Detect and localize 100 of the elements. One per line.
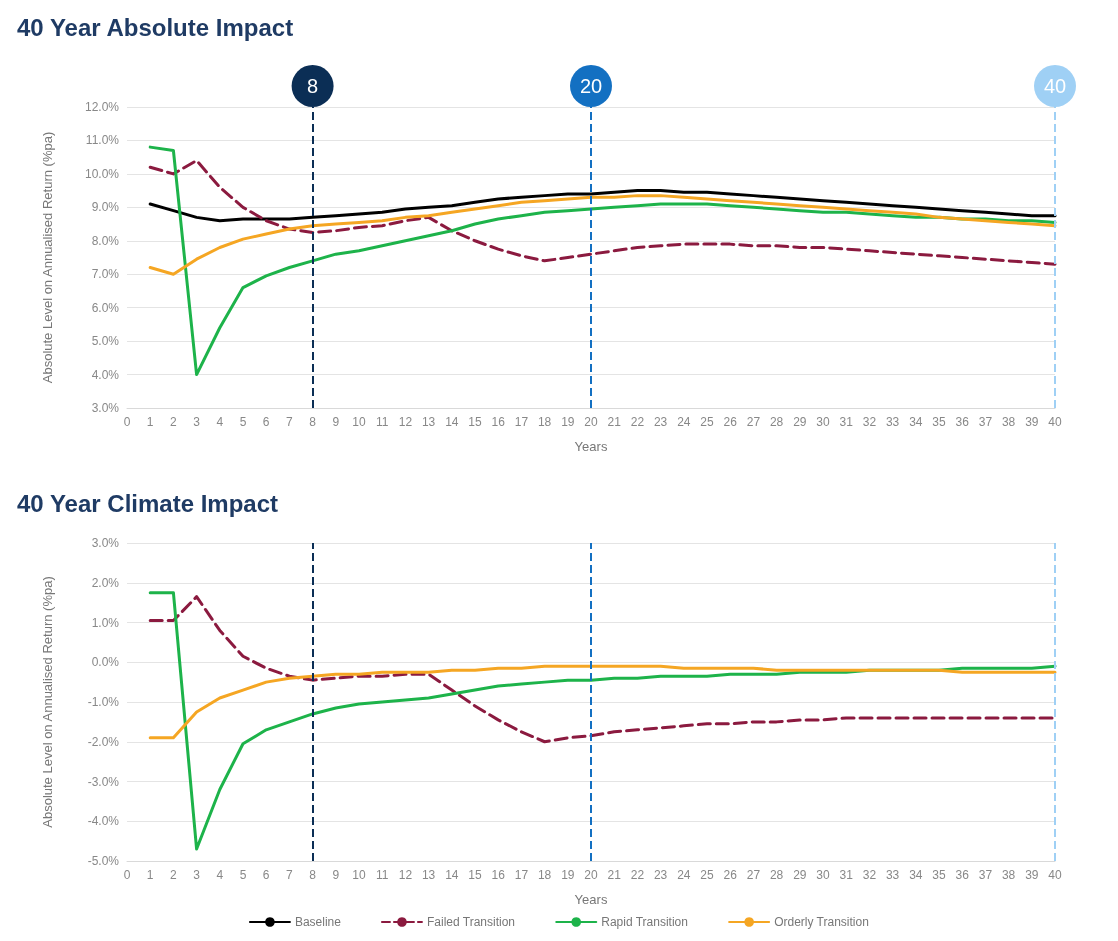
x-tick-label: 27: [746, 868, 761, 882]
x-tick-label: 22: [630, 868, 645, 882]
x-tick-label: 3: [193, 868, 201, 882]
x-tick-label: 38: [1001, 415, 1016, 429]
x-tick-label: 0: [123, 415, 131, 429]
x-tick-label: 23: [653, 868, 668, 882]
y-tick-label: 2.0%: [91, 575, 120, 590]
x-tick-label: 11: [375, 415, 389, 429]
x-tick-label: 4: [216, 868, 224, 882]
x-tick-label: 30: [816, 415, 830, 429]
y-tick-label: 11.0%: [85, 133, 120, 148]
x-tick-label: 19: [561, 415, 575, 429]
x-tick-label: 0: [123, 868, 131, 882]
x-tick-label: 13: [421, 415, 436, 429]
x-tick-label: 9: [332, 415, 340, 429]
x-tick-label: 18: [537, 415, 552, 429]
x-tick-label: 39: [1025, 868, 1039, 882]
x-tick-label: 28: [769, 868, 784, 882]
y-tick-label: -1.0%: [87, 695, 120, 709]
ref-line-label: 8: [307, 75, 319, 97]
legend-label: Orderly Transition: [774, 915, 869, 929]
x-tick-label: 29: [793, 868, 807, 882]
x-tick-label: 22: [630, 415, 645, 429]
x-tick-label: 24: [677, 868, 691, 882]
x-tick-label: 2: [170, 415, 178, 429]
x-tick-label: 36: [955, 868, 970, 882]
y-tick-label: 12.0%: [84, 100, 120, 114]
x-tick-label: 9: [332, 868, 340, 882]
x-tick-label: 13: [421, 868, 436, 882]
x-tick-label: 27: [746, 415, 761, 429]
x-tick-label: 1: [146, 415, 154, 429]
x-tick-label: 35: [932, 415, 946, 429]
x-tick-label: 38: [1001, 868, 1016, 882]
x-tick-label: 5: [239, 868, 247, 882]
x-tick-label: 2: [170, 868, 178, 882]
y-tick-label: -5.0%: [87, 854, 120, 868]
x-tick-label: 14: [445, 868, 459, 882]
x-tick-label: 25: [700, 415, 714, 429]
line-series: [148, 159, 1057, 266]
y-tick-label: 6.0%: [91, 300, 120, 315]
x-tick-label: 33: [885, 415, 900, 429]
legend-label: Baseline: [294, 915, 342, 929]
x-tick-label: 11: [375, 868, 389, 882]
y-tick-label: 0.0%: [91, 655, 120, 670]
y-tick-label: 9.0%: [91, 200, 120, 215]
x-tick-label: 32: [862, 415, 877, 429]
y-tick-label: -3.0%: [87, 774, 120, 789]
x-tick-label: 15: [468, 415, 482, 429]
x-tick-label: 10: [352, 868, 366, 882]
x-tick-label: 21: [607, 415, 622, 429]
x-tick-label: 20: [584, 868, 598, 882]
x-tick-label: 8: [309, 415, 317, 429]
x-tick-label: 34: [909, 868, 923, 882]
x-tick-label: 26: [723, 415, 738, 429]
legend-label: Failed Transition: [426, 915, 516, 929]
x-tick-label: 35: [932, 868, 946, 882]
ref-line-label: 20: [579, 75, 603, 97]
x-tick-label: 12: [398, 868, 413, 882]
chart-title: 40 Year Climate Impact: [17, 489, 279, 517]
x-tick-label: 16: [491, 868, 506, 882]
x-tick-label: 37: [978, 868, 993, 882]
x-tick-label: 1: [146, 868, 154, 882]
x-tick-label: 34: [909, 415, 923, 429]
x-tick-label: 21: [607, 868, 622, 882]
x-axis-title: Years: [574, 892, 608, 907]
line-series: [148, 189, 1057, 223]
legend-label: Rapid Transition: [601, 915, 688, 929]
x-tick-label: 33: [885, 868, 900, 882]
y-axis-title: Absolute Level on Annualised Return (%pa): [39, 131, 55, 384]
x-tick-label: 6: [262, 415, 270, 429]
x-tick-label: 23: [653, 415, 668, 429]
line-series: [148, 591, 1057, 851]
x-tick-label: 28: [769, 415, 784, 429]
x-tick-label: 19: [561, 868, 575, 882]
line-series: [148, 145, 1057, 377]
x-tick-label: 26: [723, 868, 738, 882]
x-tick-label: 12: [398, 415, 413, 429]
x-tick-label: 30: [816, 868, 830, 882]
x-tick-label: 8: [309, 868, 317, 882]
y-tick-label: 4.0%: [91, 367, 120, 382]
x-tick-label: 40: [1048, 868, 1062, 882]
x-tick-label: 18: [537, 868, 552, 882]
x-tick-label: 17: [514, 415, 529, 429]
line-series: [148, 194, 1057, 276]
y-tick-label: 3.0%: [91, 536, 120, 550]
y-tick-label: 8.0%: [91, 233, 120, 248]
x-tick-label: 17: [514, 868, 529, 882]
x-tick-label: 6: [262, 868, 270, 882]
ref-line-label: 40: [1043, 75, 1067, 97]
y-tick-label: 7.0%: [91, 267, 120, 282]
line-series: [148, 664, 1057, 740]
y-axis-title: Absolute Level on Annualised Return (%pa): [39, 576, 55, 828]
x-tick-label: 4: [216, 415, 224, 429]
y-tick-label: 10.0%: [84, 166, 120, 181]
x-axis-title: Years: [574, 439, 608, 454]
y-tick-label: 1.0%: [91, 615, 120, 630]
x-tick-label: 32: [862, 868, 877, 882]
x-tick-label: 3: [193, 415, 201, 429]
x-tick-label: 39: [1025, 415, 1039, 429]
x-tick-label: 7: [286, 868, 294, 882]
